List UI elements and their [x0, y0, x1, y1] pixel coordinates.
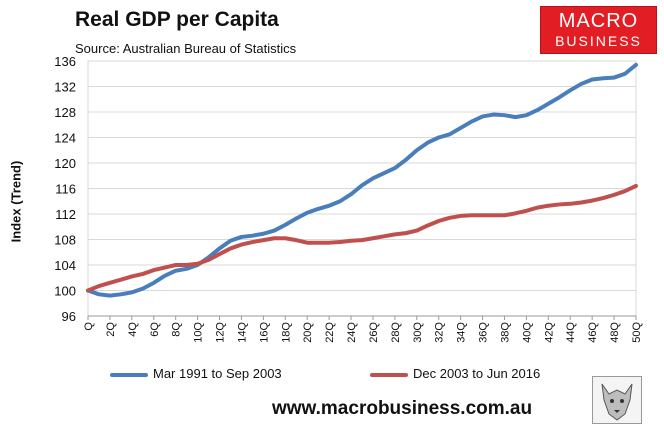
macrobusiness-logo[interactable]: MACRO BUSINESS	[540, 6, 657, 54]
logo-line-1: MACRO	[558, 10, 639, 32]
x-tick-label: 2Q	[105, 322, 117, 337]
legend-item-series-1: Mar 1991 to Sep 2003	[110, 366, 282, 381]
y-tick-label: 100	[54, 284, 76, 299]
x-tick-label: 6Q	[149, 322, 161, 337]
wolf-logo-icon	[592, 376, 642, 424]
x-tick-label: 42Q	[543, 322, 555, 343]
x-tick-label: 28Q	[390, 322, 402, 343]
y-tick-label: 96	[62, 309, 76, 324]
y-tick-label: 116	[55, 182, 76, 197]
x-tick-label: 50Q	[631, 322, 643, 343]
chart-title: Real GDP per Capita	[75, 8, 279, 31]
legend-label-series-2: Dec 2003 to Jun 2016	[413, 366, 541, 381]
x-tick-label: 36Q	[478, 322, 490, 343]
legend-swatch-blue	[110, 372, 148, 377]
x-tick-label: 18Q	[280, 322, 292, 343]
y-tick-label: 104	[54, 258, 76, 273]
x-tick-label: 10Q	[193, 322, 205, 343]
legend-swatch-red	[370, 372, 408, 377]
x-tick-label: 24Q	[346, 322, 358, 343]
series-line-2	[86, 183, 638, 293]
series-line-1	[86, 62, 638, 298]
y-tick-label: 124	[54, 131, 76, 146]
x-tick-label: 34Q	[456, 322, 468, 343]
x-tick-label: 8Q	[171, 322, 183, 337]
y-tick-label: 128	[54, 105, 76, 120]
x-tick-label: 32Q	[434, 322, 446, 343]
website-url[interactable]: www.macrobusiness.com.au	[272, 398, 533, 419]
legend-label-series-1: Mar 1991 to Sep 2003	[153, 366, 282, 381]
x-tick-label: 20Q	[302, 322, 314, 343]
x-tick-label: 48Q	[609, 322, 621, 343]
y-tick-label: 132	[54, 80, 76, 95]
x-tick-label: Q	[83, 322, 95, 331]
x-tick-label: 14Q	[236, 322, 248, 343]
x-tick-label: 46Q	[587, 322, 599, 343]
legend-item-series-2: Dec 2003 to Jun 2016	[370, 366, 540, 381]
x-tick-label: 30Q	[412, 322, 424, 343]
x-tick-label: 22Q	[324, 322, 336, 343]
x-tick-label: 38Q	[499, 322, 511, 343]
x-tick-label: 44Q	[565, 322, 577, 343]
x-tick-label: 26Q	[368, 322, 380, 343]
x-tick-label: 40Q	[521, 322, 533, 343]
y-tick-label: 112	[55, 207, 76, 222]
y-tick-label: 120	[54, 156, 76, 171]
x-tick-label: 12Q	[215, 322, 227, 343]
chart-source: Source: Australian Bureau of Statistics	[75, 41, 297, 56]
x-tick-label: 4Q	[127, 322, 139, 337]
y-tick-label: 136	[54, 54, 76, 69]
logo-line-2: BUSINESS	[555, 33, 642, 49]
y-tick-label: 108	[54, 233, 76, 248]
x-tick-label: 16Q	[258, 322, 270, 343]
